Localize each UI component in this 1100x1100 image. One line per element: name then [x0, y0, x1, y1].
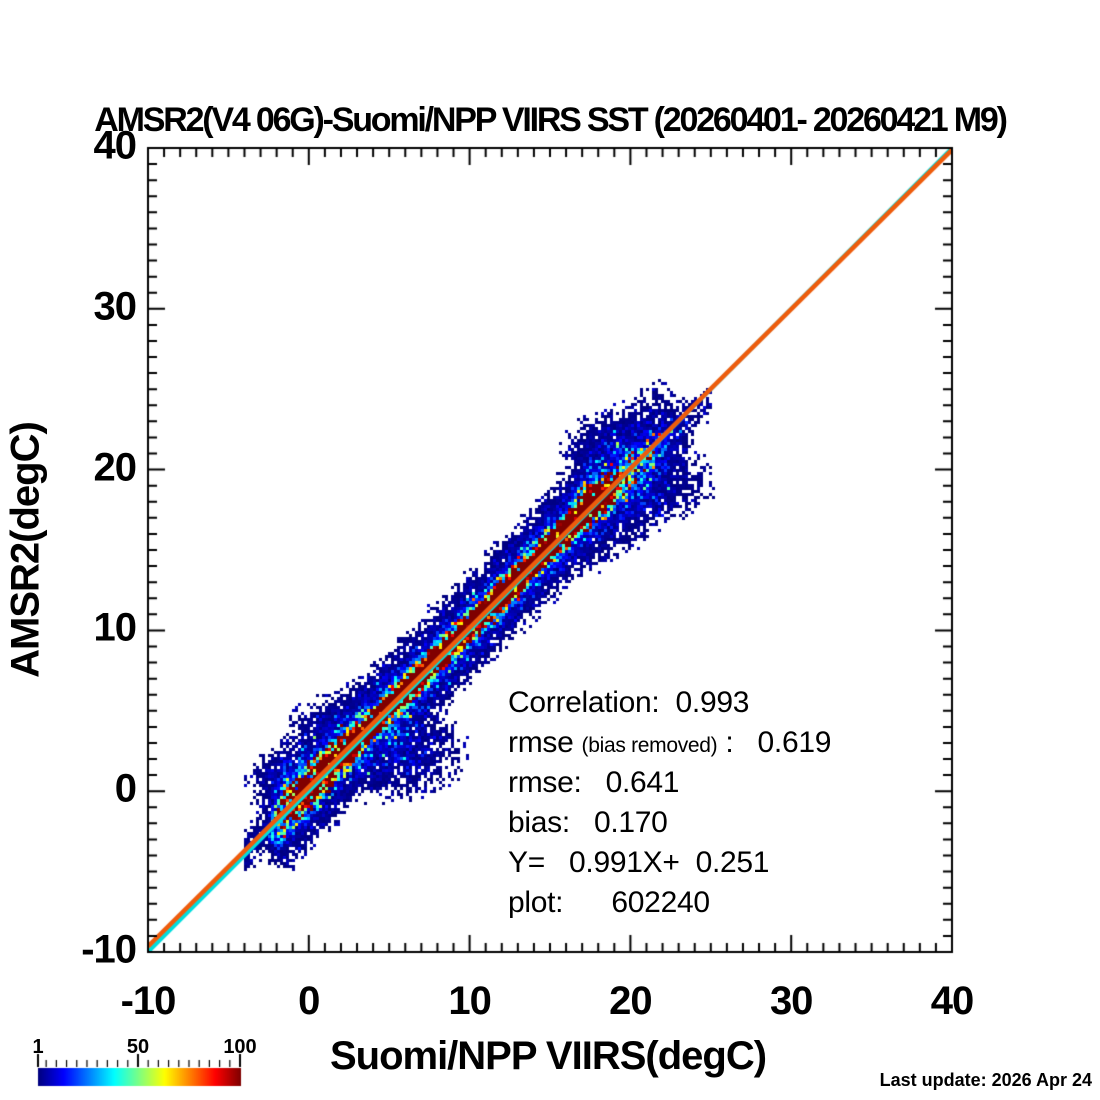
y-tick-label: 20	[93, 445, 138, 490]
stats-panel: Correlation: 0.993 rmse (bias removed) : …	[508, 686, 831, 926]
stat-line: rmse (bias removed) : 0.619	[508, 726, 831, 766]
x-tick-label: 10	[448, 979, 491, 1023]
y-tick-label: 40	[93, 123, 138, 168]
y-tick-label: 30	[93, 284, 138, 329]
stat-line-text: rmse: 0.641	[508, 766, 680, 799]
y-tick-label: 0	[114, 766, 137, 811]
stat-line-text: Correlation: 0.993	[508, 686, 750, 719]
x-tick-label: 20	[609, 979, 652, 1023]
plot-title: AMSR2(V4 06G)-Suomi/NPP VIIRS SST (20260…	[94, 101, 1008, 139]
colorbar-tick-label: 100	[223, 1036, 257, 1058]
x-tick-label: 40	[930, 979, 974, 1023]
stat-line-text: Y= 0.991X+ 0.251	[508, 846, 770, 879]
colorbar-tick-label: 1	[32, 1036, 44, 1058]
stat-line: plot: 602240	[508, 886, 831, 926]
x-axis-label: Suomi/NPP VIIRS(degC)	[329, 1034, 767, 1078]
y-tick-label: 10	[93, 606, 138, 651]
stat-line: Correlation: 0.993	[508, 686, 831, 726]
stat-line-text: : 0.619	[717, 726, 832, 759]
x-tick-label: 0	[298, 979, 320, 1023]
x-tick-label: -10	[120, 979, 177, 1023]
y-tick-label: -10	[81, 927, 137, 972]
stat-line-text: rmse	[508, 726, 582, 759]
stat-line-text: plot: 602240	[508, 886, 710, 919]
stat-line: Y= 0.991X+ 0.251	[508, 846, 831, 886]
x-tick-label: 30	[769, 979, 813, 1023]
stat-line: rmse: 0.641	[508, 766, 831, 806]
y-axis-label: AMSR2(degC)	[3, 422, 48, 678]
stat-line-small-text: (bias removed)	[581, 734, 718, 757]
stat-line-text: bias: 0.170	[508, 806, 668, 839]
last-update-text: Last update: 2026 Apr 24	[879, 1070, 1092, 1090]
colorbar-tick-label: 50	[126, 1036, 150, 1058]
stat-line: bias: 0.170	[508, 806, 831, 846]
